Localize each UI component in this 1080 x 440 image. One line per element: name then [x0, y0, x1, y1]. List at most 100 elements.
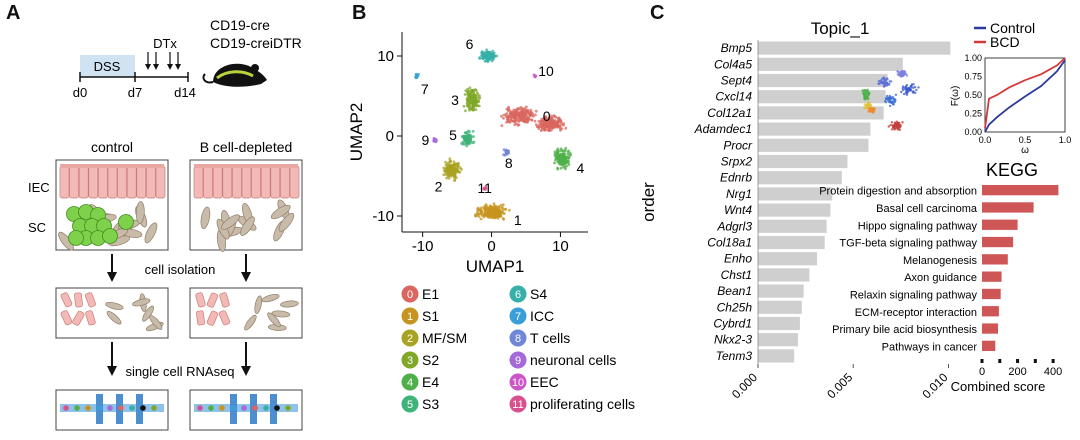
epithelial-cell: [117, 165, 127, 199]
umap-cell-point: [547, 127, 551, 131]
embedding-point: [893, 100, 897, 104]
gene-label: Adgrl3: [716, 219, 752, 233]
umap-cell-point: [511, 119, 515, 123]
umap-cell-point: [468, 96, 472, 100]
epithelial-cell: [212, 165, 223, 199]
cdf-legend-label: Control: [990, 20, 1035, 36]
umap-cell-point: [549, 125, 552, 129]
iec-label: IEC: [28, 180, 50, 195]
umap-cell-point: [502, 153, 505, 157]
umap-cell-point: [559, 166, 563, 170]
umap-cell-point: [564, 146, 568, 150]
umap-cell-point: [434, 140, 438, 144]
umap-cell-point: [484, 210, 487, 214]
epithelial-cell: [251, 165, 261, 199]
embedding-point: [887, 83, 890, 87]
cluster-id-label: 0: [543, 108, 551, 124]
gene-label: Wnt4: [724, 203, 752, 217]
kegg-bar: [982, 219, 1018, 230]
legend-id: 10: [512, 377, 524, 389]
isolated-epithelial-cell: [206, 292, 219, 308]
umap-cell-point: [454, 168, 458, 172]
umap-cell-point: [496, 212, 500, 216]
umap-cell-point: [460, 142, 463, 145]
umap-cell-point: [537, 120, 541, 123]
kegg-bar: [982, 340, 996, 351]
umap-cell-point: [556, 149, 560, 153]
umap-cell-point: [501, 203, 505, 207]
embedding-point: [864, 97, 867, 100]
barcode-bead: [219, 405, 225, 411]
bar-x-tick-label: 0.000: [729, 370, 760, 401]
umap-cell-point: [497, 206, 501, 210]
barcode-bead: [197, 405, 203, 411]
umap-cell-point: [461, 135, 464, 139]
umap-cell-point: [464, 109, 467, 113]
isolated-stromal-cell: [267, 312, 281, 328]
umap-cell-point: [550, 116, 554, 120]
barcode-bead: [274, 405, 280, 411]
umap-cell-point: [556, 166, 559, 170]
umap-cell-point: [452, 160, 456, 164]
umap-cell-point: [530, 118, 534, 122]
epithelial-cell: [222, 165, 233, 199]
umap-cell-point: [506, 109, 510, 113]
embedding-point: [905, 93, 909, 96]
umap-cell-point: [480, 206, 483, 210]
embedding-point: [894, 93, 898, 97]
kegg-pathway-label: Axon guidance: [904, 272, 977, 284]
umap-cell-point: [513, 118, 517, 121]
embedding-point: [901, 121, 904, 124]
umap-cell-point: [471, 96, 474, 99]
isolated-stromal-cell: [142, 305, 155, 322]
umap-cell-point: [553, 161, 556, 165]
legend-id: 6: [515, 289, 521, 301]
isolated-epithelial-cell: [74, 292, 83, 308]
cdf-y-tick-label: 1.00: [964, 53, 982, 63]
topic-bar: [758, 171, 842, 185]
kegg-x-tick: [980, 359, 984, 363]
umap-cell-point: [558, 120, 561, 124]
topic-embedding-inset: [861, 69, 920, 131]
legend-swatch: [509, 373, 527, 391]
legend-swatch: [509, 307, 527, 325]
gene-label: Nrg1: [726, 187, 752, 201]
isolated-stromal-cell: [280, 300, 299, 308]
embedding-point: [896, 123, 900, 127]
depleted-heading: B cell-depleted: [200, 139, 293, 155]
umap-cell-point: [467, 103, 471, 107]
legend-swatch: [509, 351, 527, 369]
umap-cell-point: [453, 179, 456, 183]
umap-cell-point: [474, 94, 477, 98]
topic-bar: [758, 90, 886, 104]
stromal-cell: [270, 204, 291, 220]
umap-cell-point: [474, 103, 478, 107]
umap-cell-point: [506, 150, 510, 154]
umap-cell-point: [484, 203, 488, 207]
gene-label: Ednrb: [720, 171, 752, 185]
umap-cell-point: [511, 112, 514, 115]
umap-cell-point: [558, 157, 562, 161]
isolated-stromal-cell: [106, 311, 122, 325]
umap-cell-point: [485, 206, 489, 210]
umap-cell-point: [514, 111, 518, 114]
umap-cell-point: [468, 137, 472, 140]
dtx-arrowhead: [145, 64, 151, 70]
umap-cell-point: [553, 152, 557, 156]
umap-cell-point: [567, 159, 570, 163]
legend-name: EEC: [530, 374, 559, 390]
legend-swatch: [401, 351, 419, 369]
epithelial-cell: [59, 165, 70, 199]
umap-cell-point: [501, 217, 505, 220]
embedding-point: [890, 121, 894, 124]
cluster-id-label: 10: [538, 63, 554, 79]
umap-cell-point: [448, 160, 452, 164]
barcode-bead: [96, 405, 102, 411]
umap-cell-point: [495, 54, 499, 58]
topic-bar: [758, 349, 795, 363]
umap-cell-point: [463, 93, 467, 96]
kegg-pathway-label: Primary bile acid biosynthesis: [832, 324, 977, 336]
kegg-bar: [982, 202, 1034, 213]
umap-cell-point: [468, 86, 472, 90]
umap-cell-point: [539, 129, 543, 133]
